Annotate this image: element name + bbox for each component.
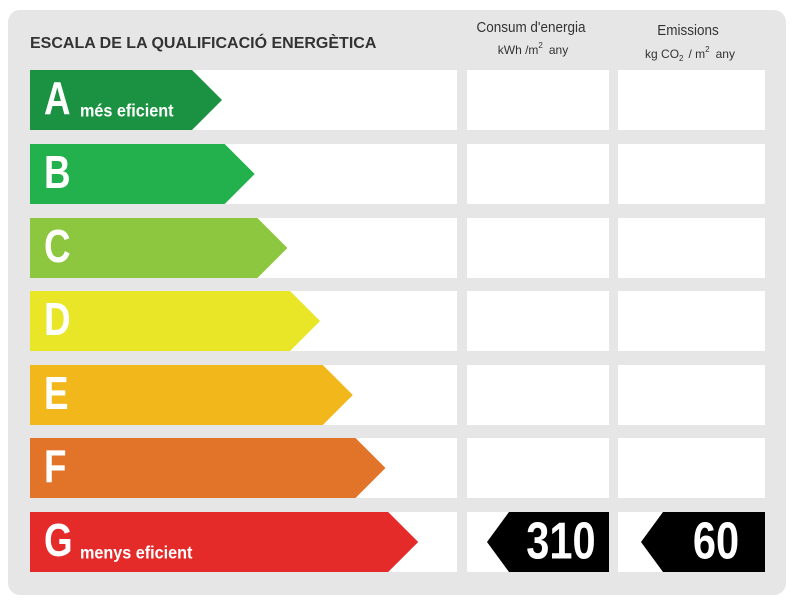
- class-note: més eficient: [80, 101, 174, 121]
- value-cell: [467, 144, 609, 204]
- value-cell: [618, 70, 765, 130]
- unit-part: kWh /m: [498, 43, 539, 57]
- unit-sup: 2: [705, 45, 710, 54]
- class-letter: F: [44, 440, 66, 492]
- class-letter: C: [44, 220, 71, 272]
- class-note: menys eficient: [80, 543, 193, 563]
- class-arrow: [30, 438, 386, 498]
- value-cell: [467, 365, 609, 425]
- unit-sup: 2: [538, 41, 543, 50]
- class-arrow: [30, 365, 353, 425]
- class-arrow: [30, 144, 255, 204]
- class-arrow: [30, 70, 222, 130]
- column-title: Emissions: [657, 22, 718, 39]
- class-arrow: [30, 218, 288, 278]
- value-cell: [618, 291, 765, 351]
- unit-part: / m: [688, 47, 705, 61]
- rating-arrow: [487, 512, 609, 572]
- value-cell: [467, 218, 609, 278]
- value-cell: [467, 70, 609, 130]
- class-letter: G: [44, 514, 73, 566]
- value-cell: [618, 218, 765, 278]
- column-unit: kg CO2/ m2 any: [645, 45, 735, 63]
- rating-value: 60: [693, 511, 739, 570]
- class-letter: A: [44, 72, 71, 124]
- rating-value: 310: [526, 511, 595, 570]
- class-arrow: [30, 291, 321, 351]
- column-unit: kWh /m2 any: [498, 41, 568, 57]
- value-cell: [467, 438, 609, 498]
- value-cell: [618, 144, 765, 204]
- value-cell: [467, 291, 609, 351]
- class-letter: D: [44, 293, 71, 345]
- unit-part: any: [716, 47, 735, 61]
- column-title: Consum d'energia: [476, 19, 585, 36]
- rating-arrow: [641, 512, 765, 572]
- class-arrow: [30, 512, 419, 572]
- unit-sub: 2: [679, 54, 684, 63]
- unit-part: any: [549, 43, 568, 57]
- label-title: ESCALA DE LA QUALIFICACIÓ ENERGÈTICA: [30, 33, 377, 52]
- value-cell: [618, 365, 765, 425]
- class-letter: E: [44, 367, 69, 419]
- unit-part: kg CO: [645, 47, 679, 61]
- class-letter: B: [44, 146, 71, 198]
- value-cell: [618, 438, 765, 498]
